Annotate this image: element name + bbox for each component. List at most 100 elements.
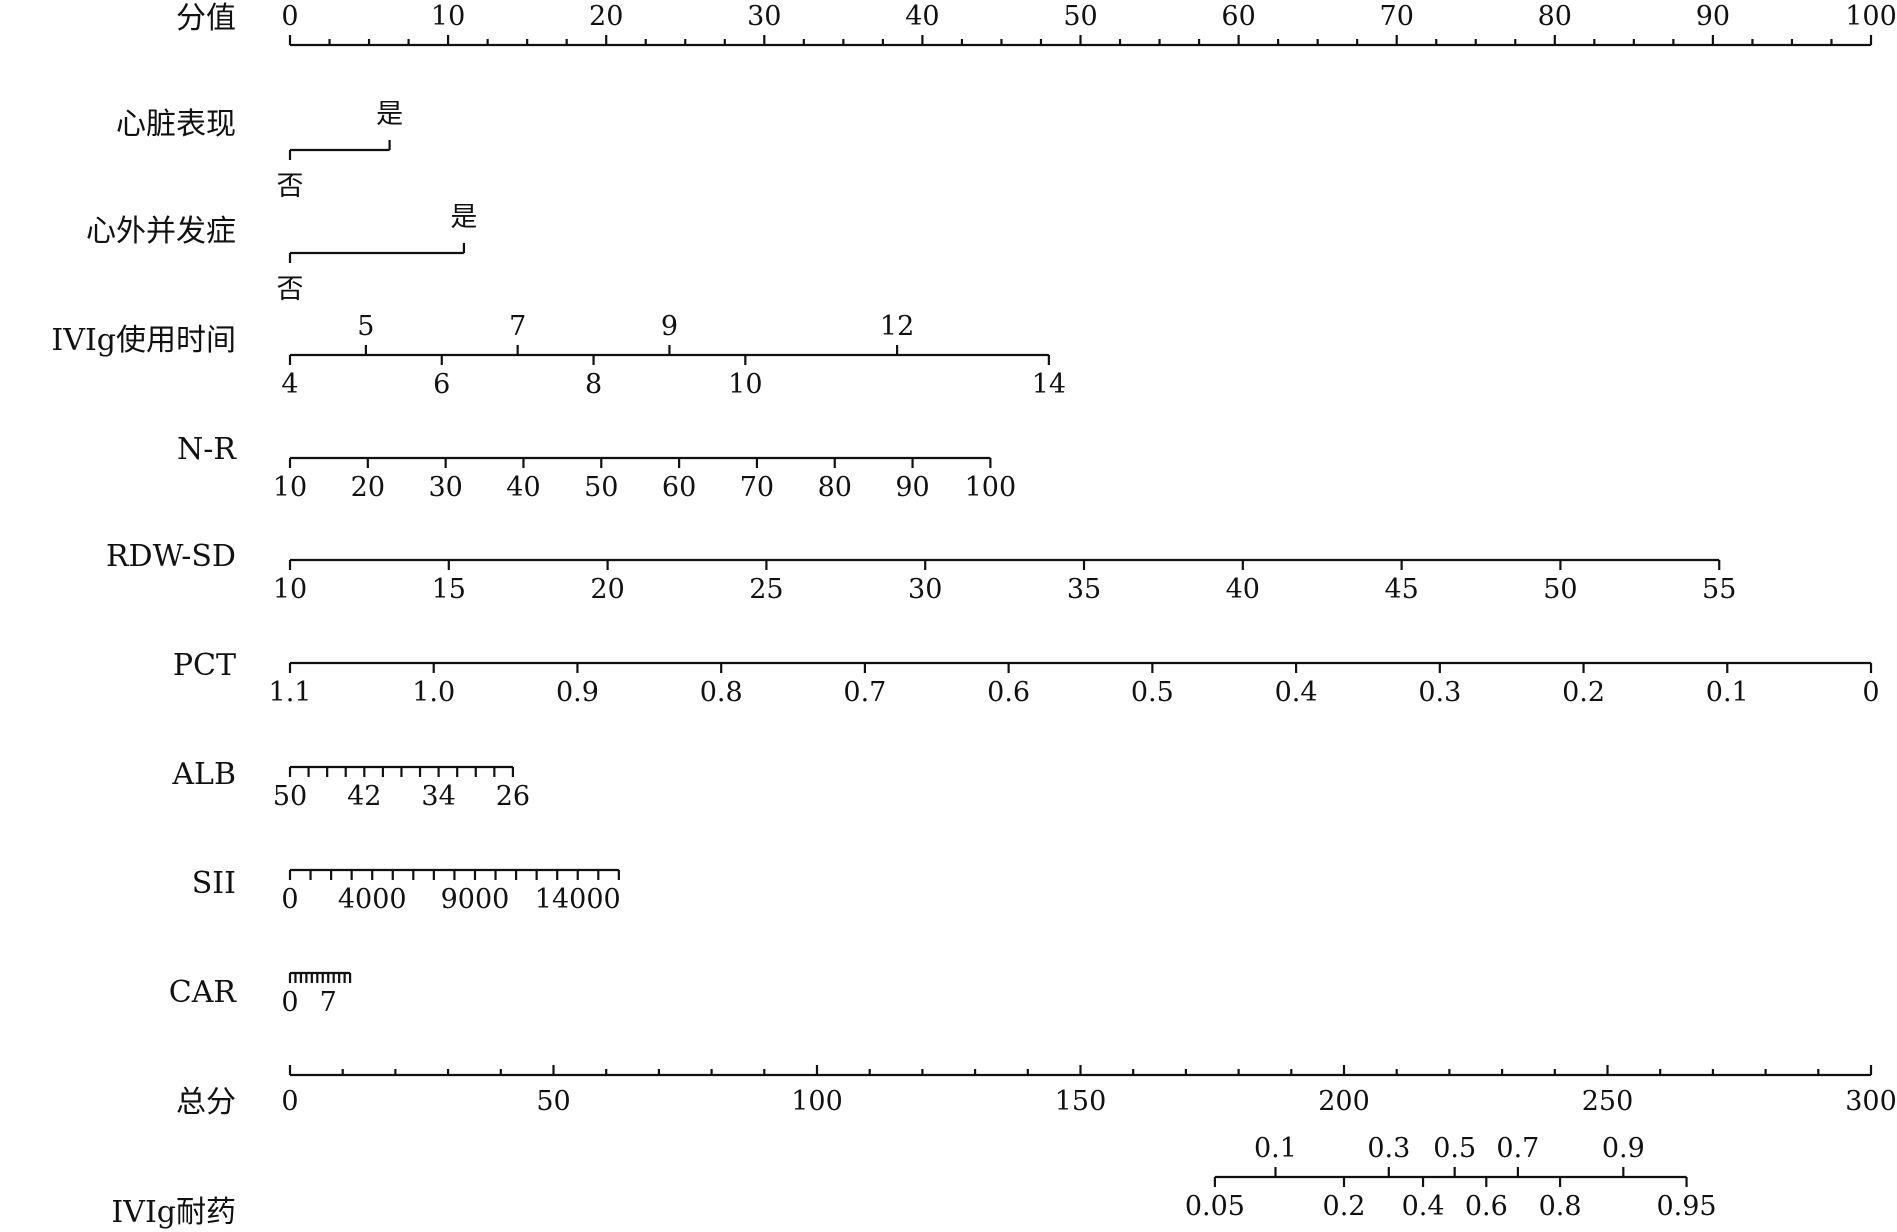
row-5: N-R 10 20 30 40 50 60 70 80 90 100 bbox=[177, 432, 1016, 503]
tick-label: 70 bbox=[740, 472, 774, 503]
row-label: CAR bbox=[169, 975, 238, 1010]
tick-label: 10 bbox=[273, 574, 307, 605]
tick-label: 6 bbox=[433, 369, 450, 400]
row-label: RDW-SD bbox=[106, 539, 236, 574]
tick-label: 25 bbox=[749, 574, 783, 605]
tick-label: 40 bbox=[905, 1, 939, 32]
category-label: 否 bbox=[277, 171, 304, 202]
tick-label: 40 bbox=[506, 472, 540, 503]
tick-label: 100 bbox=[791, 1086, 843, 1117]
row-label: PCT bbox=[173, 648, 236, 683]
tick-label: 0 bbox=[281, 884, 298, 915]
tick-label: 0.1 bbox=[1254, 1133, 1297, 1164]
row-12: IVIg耐药 0.1 0.3 0.5 0.7 0.9 0.05 0.2 0.4 0.6 0.8 0.9… bbox=[111, 1133, 1716, 1230]
row-label: 总分 bbox=[176, 1085, 236, 1120]
tick-label: 0.8 bbox=[1539, 1191, 1582, 1222]
tick-label: 50 bbox=[1063, 1, 1097, 32]
tick-label: 12 bbox=[880, 311, 914, 342]
tick-label: 35 bbox=[1067, 574, 1101, 605]
tick-label: 0.7 bbox=[843, 677, 886, 708]
tick-label: 0.4 bbox=[1275, 677, 1318, 708]
tick-label: 14000 bbox=[535, 884, 621, 915]
tick-label: 0 bbox=[281, 1, 298, 32]
tick-label: 0.8 bbox=[700, 677, 743, 708]
tick-label: 26 bbox=[496, 781, 530, 812]
tick-label: 7 bbox=[509, 311, 526, 342]
tick-label: 100 bbox=[965, 472, 1017, 503]
tick-label: 30 bbox=[908, 574, 942, 605]
tick-label: 0.6 bbox=[1465, 1191, 1508, 1222]
tick-label: 300 bbox=[1845, 1086, 1897, 1117]
row-4: IVIg使用时间 5 7 9 12 4 6 8 10 14 bbox=[51, 311, 1066, 400]
tick-label: 45 bbox=[1384, 574, 1418, 605]
row-8: ALB 50 42 34 26 bbox=[171, 757, 530, 812]
tick-label: 90 bbox=[1696, 1, 1730, 32]
tick-label: 50 bbox=[273, 781, 307, 812]
row-label: 心外并发症 bbox=[86, 214, 236, 249]
tick-label: 20 bbox=[590, 574, 624, 605]
tick-label: 0.9 bbox=[556, 677, 599, 708]
tick-label: 34 bbox=[421, 781, 455, 812]
tick-label: 0 bbox=[1862, 677, 1879, 708]
row-label: ALB bbox=[171, 757, 236, 792]
tick-label: 0 bbox=[281, 987, 298, 1018]
tick-label: 10 bbox=[431, 1, 465, 32]
category-label: 是 bbox=[450, 202, 477, 233]
tick-label: 90 bbox=[895, 472, 929, 503]
tick-label: 15 bbox=[432, 574, 466, 605]
tick-label: 9000 bbox=[441, 884, 510, 915]
row-label: IVIg使用时间 bbox=[51, 323, 236, 358]
row-10: CAR 0 7 bbox=[169, 971, 352, 1018]
tick-label: 4 bbox=[281, 369, 298, 400]
tick-label: 80 bbox=[1538, 1, 1572, 32]
tick-label: 80 bbox=[818, 472, 852, 503]
tick-label: 250 bbox=[1582, 1086, 1634, 1117]
tick-label: 14 bbox=[1032, 369, 1066, 400]
row-label: 心脏表现 bbox=[116, 107, 236, 142]
tick-label: 20 bbox=[351, 472, 385, 503]
tick-label: 0.4 bbox=[1402, 1191, 1445, 1222]
tick-label: 7 bbox=[320, 987, 337, 1018]
row-label: SII bbox=[192, 866, 236, 901]
tick-label: 30 bbox=[747, 1, 781, 32]
tick-label: 50 bbox=[536, 1086, 570, 1117]
tick-label: 42 bbox=[347, 781, 381, 812]
tick-label: 0.5 bbox=[1433, 1133, 1476, 1164]
tick-label: 0.95 bbox=[1656, 1191, 1716, 1222]
tick-label: 1.1 bbox=[269, 677, 312, 708]
tick-label: 0.9 bbox=[1602, 1133, 1645, 1164]
tick-label: 0.3 bbox=[1367, 1133, 1410, 1164]
tick-label: 0.5 bbox=[1131, 677, 1174, 708]
category-label: 否 bbox=[277, 274, 304, 305]
row-label: 分值 bbox=[176, 1, 236, 36]
tick-label: 0.1 bbox=[1706, 677, 1749, 708]
tick-label: 1.0 bbox=[412, 677, 455, 708]
row-11: 总分 0 50 100 150 200 250 300 bbox=[176, 1065, 1897, 1120]
tick-label: 150 bbox=[1055, 1086, 1107, 1117]
row-1: 分值 0 10 20 30 40 50 60 70 80 90 100 bbox=[176, 1, 1897, 47]
tick-label: 0.7 bbox=[1496, 1133, 1539, 1164]
tick-label: 50 bbox=[1543, 574, 1577, 605]
tick-label: 10 bbox=[273, 472, 307, 503]
tick-label: 0.05 bbox=[1185, 1191, 1245, 1222]
row-label: N-R bbox=[177, 432, 237, 467]
row-9: SII 0 4000 9000 14000 bbox=[192, 866, 621, 915]
row-label: IVIg耐药 bbox=[111, 1195, 236, 1230]
tick-label: 70 bbox=[1380, 1, 1414, 32]
tick-label: 0.2 bbox=[1562, 677, 1605, 708]
tick-label: 55 bbox=[1702, 574, 1736, 605]
tick-label: 100 bbox=[1845, 1, 1897, 32]
tick-label: 200 bbox=[1318, 1086, 1370, 1117]
tick-label: 50 bbox=[584, 472, 618, 503]
category-label: 是 bbox=[376, 99, 403, 130]
row-7: PCT 1.1 1.0 0.9 0.8 0.7 0.6 0.5 0.4 0.3 0.2 0.1 0 bbox=[173, 648, 1880, 708]
tick-label: 0.2 bbox=[1323, 1191, 1366, 1222]
tick-label: 40 bbox=[1226, 574, 1260, 605]
tick-label: 5 bbox=[357, 311, 374, 342]
tick-label: 60 bbox=[1221, 1, 1255, 32]
tick-label: 0.6 bbox=[987, 677, 1030, 708]
tick-label: 20 bbox=[589, 1, 623, 32]
tick-label: 9 bbox=[661, 311, 678, 342]
tick-label: 8 bbox=[585, 369, 602, 400]
